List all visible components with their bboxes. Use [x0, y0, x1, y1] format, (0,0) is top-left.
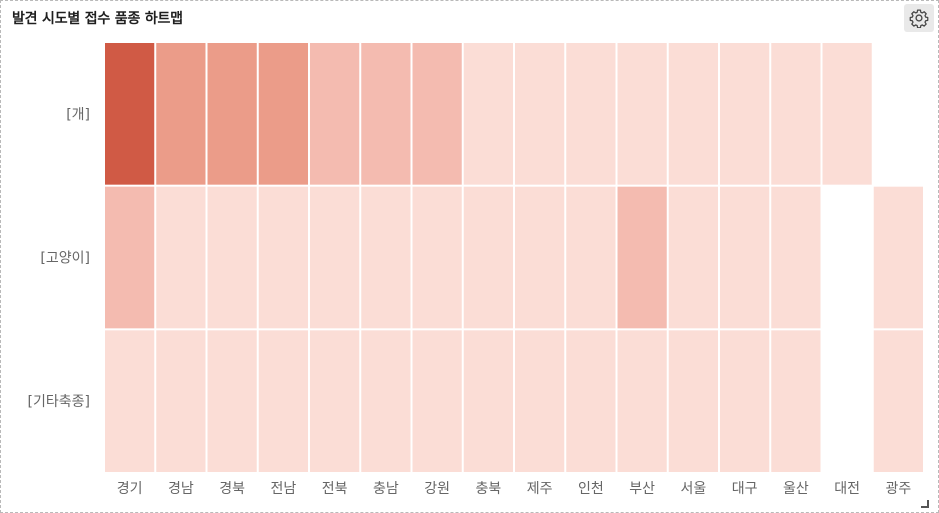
heatmap-cell-개-충남[interactable] [361, 43, 411, 185]
y-axis-label: [기타축종] [28, 394, 90, 410]
heatmap-cell-기타축종-경기[interactable] [105, 330, 155, 472]
y-axis-labels: [개] [고양이] [기타축종] [28, 107, 90, 410]
x-axis-label: 충남 [373, 481, 399, 497]
x-axis-label: 경기 [117, 481, 143, 497]
x-axis-label: 강원 [424, 481, 450, 497]
heatmap-cell-고양이-울산[interactable] [771, 186, 821, 329]
heatmap-cell-개-제주[interactable] [515, 43, 565, 185]
heatmap-cell-고양이-경북[interactable] [207, 186, 257, 329]
heatmap-cell-기타축종-광주[interactable] [873, 330, 923, 472]
heatmap-cell-기타축종-경남[interactable] [156, 330, 206, 472]
heatmap-cell-개-부산[interactable] [617, 43, 667, 185]
x-axis-label: 충북 [475, 481, 501, 497]
heatmap-cell-개-인천[interactable] [566, 43, 616, 185]
heatmap-cell-기타축종-경북[interactable] [207, 330, 257, 472]
heatmap-cell-기타축종-제주[interactable] [515, 330, 565, 472]
heatmap-cell-개-전북[interactable] [310, 43, 360, 185]
heatmap-cell-개-경남[interactable] [156, 43, 206, 185]
heatmap-cell-고양이-대구[interactable] [720, 186, 770, 329]
heatmap-cell-고양이-경기[interactable] [105, 186, 155, 329]
heatmap-cell-기타축종-부산[interactable] [617, 330, 667, 472]
heatmap-cell-고양이-광주[interactable] [873, 186, 923, 329]
heatmap-cell-고양이-전북[interactable] [310, 186, 360, 329]
gear-icon [909, 9, 929, 28]
x-axis-label: 경남 [168, 481, 194, 497]
heatmap-cell-고양이-충북[interactable] [463, 186, 513, 329]
heatmap-cell-기타축종-울산[interactable] [771, 330, 821, 472]
x-axis-label: 전남 [270, 481, 296, 497]
y-axis-label: [고양이] [40, 251, 90, 267]
x-axis-label: 인천 [578, 481, 604, 497]
heatmap-cell-고양이-충남[interactable] [361, 186, 411, 329]
heatmap-cell-개-울산[interactable] [771, 43, 821, 185]
heatmap-cell-고양이-서울[interactable] [668, 186, 718, 329]
heatmap-cell-기타축종-강원[interactable] [412, 330, 462, 472]
heatmap-cell-개-전남[interactable] [258, 43, 308, 185]
heatmap-cell-개-경기[interactable] [105, 43, 155, 185]
heatmap-cell-개-대구[interactable] [720, 43, 770, 185]
resize-handle-icon[interactable] [919, 498, 929, 508]
x-axis-label: 제주 [527, 481, 553, 497]
heatmap-cell-개-강원[interactable] [412, 43, 462, 185]
heatmap-cell-기타축종-전남[interactable] [258, 330, 308, 472]
heatmap-cell-기타축종-충북[interactable] [463, 330, 513, 472]
heatmap-cell-고양이-제주[interactable] [515, 186, 565, 329]
heatmap-cell-고양이-경남[interactable] [156, 186, 206, 329]
x-axis-label: 대전 [834, 481, 860, 497]
heatmap-cell-고양이-인천[interactable] [566, 186, 616, 329]
heatmap-cell-기타축종-충남[interactable] [361, 330, 411, 472]
heatmap-cell-고양이-전남[interactable] [258, 186, 308, 329]
x-axis-labels: 경기 경남 경북 전남 전북 충남 강원 충북 제주 인천 부산 서울 대구 울산 대전 광주 [117, 481, 912, 497]
heatmap-cells [105, 43, 923, 472]
x-axis-label: 울산 [783, 481, 809, 497]
heatmap-cell-기타축종-서울[interactable] [668, 330, 718, 472]
heatmap-cell-개-충북[interactable] [463, 43, 513, 185]
y-axis-label: [개] [66, 107, 90, 123]
x-axis-label: 부산 [629, 481, 655, 497]
heatmap-cell-고양이-강원[interactable] [412, 186, 462, 329]
x-axis-label: 경북 [219, 481, 245, 497]
x-axis-label: 서울 [680, 481, 706, 497]
heatmap-cell-고양이-부산[interactable] [617, 186, 667, 329]
x-axis-label: 전북 [322, 481, 348, 497]
panel-title: 발견 시도별 접수 품종 하트맵 [12, 11, 183, 27]
heatmap-cell-개-경북[interactable] [207, 43, 257, 185]
heatmap-cell-기타축종-인천[interactable] [566, 330, 616, 472]
heatmap-cell-기타축종-전북[interactable] [310, 330, 360, 472]
heatmap-cell-기타축종-대구[interactable] [720, 330, 770, 472]
x-axis-label: 광주 [885, 481, 911, 497]
heatmap-cell-개-대전[interactable] [822, 43, 872, 185]
heatmap-cell-개-서울[interactable] [668, 43, 718, 185]
x-axis-label: 대구 [732, 481, 758, 497]
settings-button[interactable] [904, 4, 934, 32]
